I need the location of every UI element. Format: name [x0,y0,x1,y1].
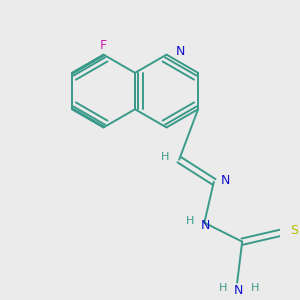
Text: N: N [220,174,230,187]
Text: F: F [100,39,107,52]
Text: H: H [250,283,259,293]
Text: S: S [290,224,298,237]
Text: H: H [186,217,195,226]
Text: N: N [201,219,210,232]
Text: N: N [234,284,243,297]
Text: N: N [176,45,185,58]
Text: H: H [219,283,227,293]
Text: H: H [161,152,170,161]
